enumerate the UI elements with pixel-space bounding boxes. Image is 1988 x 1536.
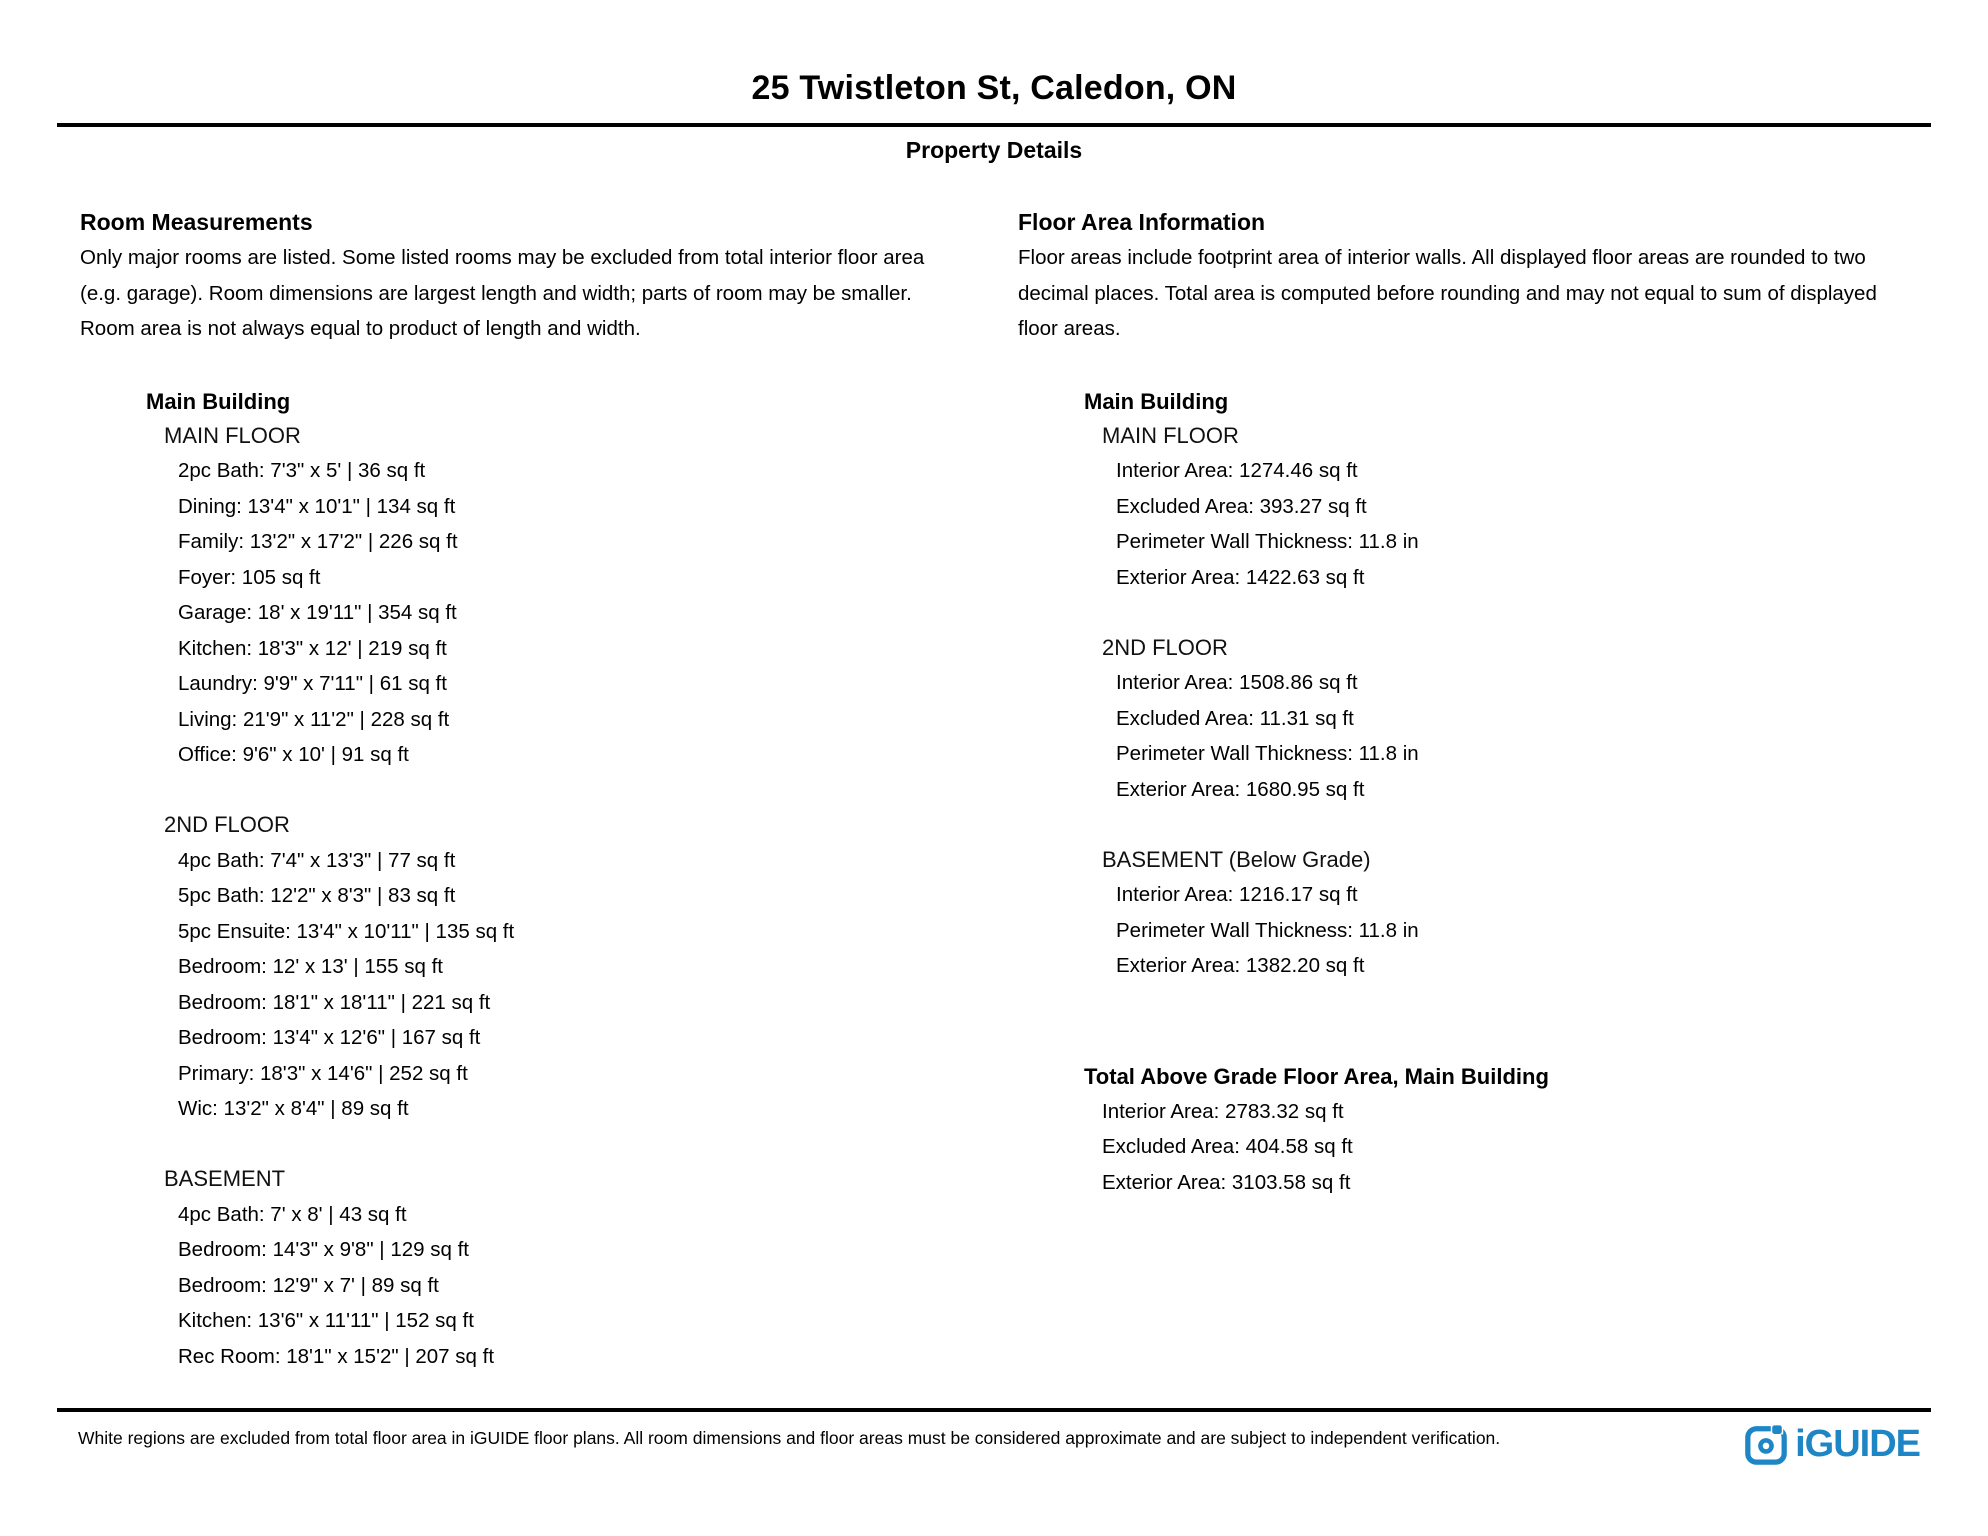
room-measurement: Laundry: 9'9" x 7'11" | 61 sq ft bbox=[178, 672, 447, 695]
room-measurement: Bedroom: 14'3" x 9'8" | 129 sq ft bbox=[178, 1238, 469, 1261]
room-measurements-description: Only major rooms are listed. Some listed… bbox=[80, 240, 1000, 347]
room-measurement: Foyer: 105 sq ft bbox=[178, 565, 321, 589]
iguide-logo: iGUIDE bbox=[1744, 1422, 1921, 1466]
floor-area-stat: Perimeter Wall Thickness: 11.8 in bbox=[1116, 918, 1419, 942]
floor-name: MAIN FLOOR bbox=[164, 422, 301, 448]
room-list: 4pc Bath: 7'4" x 13'3" | 77 sq ft 5pc Bat… bbox=[80, 843, 1000, 1127]
room-measurement: Kitchen: 18'3" x 12' | 219 sq ft bbox=[178, 636, 447, 660]
stat-list: Interior Area: 1216.17 sq ft Perimeter Wa… bbox=[1018, 877, 1948, 984]
room-measurement: Wic: 13'2" x 8'4" | 89 sq ft bbox=[178, 1097, 409, 1120]
room-measurement: Bedroom: 18'1" x 18'11" | 221 sq ft bbox=[178, 990, 491, 1014]
description-line: floor areas. bbox=[1018, 317, 1121, 340]
room-measurement: 5pc Bath: 12'2" x 8'3" | 83 sq ft bbox=[178, 884, 456, 907]
floor-area-stat: Perimeter Wall Thickness: 11.8 in bbox=[1116, 530, 1419, 553]
building-name: Main Building bbox=[1084, 388, 1229, 414]
floor-area-stat: Interior Area: 1508.86 sq ft bbox=[1116, 671, 1358, 694]
room-list: 2pc Bath: 7'3" x 5' | 36 sq ft Dining: 13… bbox=[80, 453, 1000, 773]
room-measurement: Garage: 18' x 19'11" | 354 sq ft bbox=[178, 601, 457, 624]
room-list: 4pc Bath: 7' x 8' | 43 sq ft Bedroom: 14'… bbox=[80, 1197, 1000, 1375]
floor-name: BASEMENT bbox=[164, 1166, 286, 1191]
floor-name: 2ND FLOOR bbox=[1102, 634, 1228, 660]
room-measurement: 4pc Bath: 7'4" x 13'3" | 77 sq ft bbox=[178, 848, 456, 872]
floor-area-stat: Excluded Area: 11.31 sq ft bbox=[1116, 706, 1354, 730]
floor-area-stat: Excluded Area: 404.58 sq ft bbox=[1102, 1135, 1353, 1158]
room-measurement: Rec Room: 18'1" x 15'2" | 207 sq ft bbox=[178, 1344, 495, 1368]
floor-area-stat: Perimeter Wall Thickness: 11.8 in bbox=[1116, 742, 1419, 765]
room-measurements-heading: Room Measurements bbox=[80, 209, 313, 235]
room-measurement: Primary: 18'3" x 14'6" | 252 sq ft bbox=[178, 1061, 468, 1085]
room-measurement: Family: 13'2" x 17'2" | 226 sq ft bbox=[178, 530, 458, 553]
stat-list: Interior Area: 1508.86 sq ft Excluded Are… bbox=[1018, 665, 1948, 807]
floor-area-heading: Floor Area Information bbox=[1018, 209, 1266, 235]
floor-area-stat: Exterior Area: 1382.20 sq ft bbox=[1116, 954, 1365, 977]
floor-name: MAIN FLOOR bbox=[1102, 422, 1239, 448]
page-subtitle: Property Details bbox=[905, 137, 1083, 163]
iguide-logo-text: iGUIDE bbox=[1795, 1423, 1921, 1465]
total-above-grade-block: Total Above Grade Floor Area, Main Build… bbox=[1018, 1060, 1948, 1201]
room-measurement: Bedroom: 13'4" x 12'6" | 167 sq ft bbox=[178, 1026, 481, 1049]
room-measurement: Kitchen: 13'6" x 11'11" | 152 sq ft bbox=[178, 1309, 474, 1332]
floor-area-stat: Interior Area: 2783.32 sq ft bbox=[1102, 1099, 1344, 1123]
room-measurements-section: Room Measurements Only major rooms are l… bbox=[80, 208, 1000, 1374]
description-line: Only major rooms are listed. Some listed… bbox=[80, 246, 925, 269]
floor-area-stat: Interior Area: 1216.17 sq ft bbox=[1116, 883, 1358, 906]
floor-area-description: Floor areas include footprint area of in… bbox=[1018, 240, 1948, 347]
footer-disclaimer: White regions are excluded from total fl… bbox=[78, 1428, 1501, 1448]
room-measurement: Living: 21'9" x 11'2" | 228 sq ft bbox=[178, 707, 450, 731]
floor-area-section: Floor Area Information Floor areas inclu… bbox=[1018, 208, 1948, 1200]
floor-group-main-floor: MAIN FLOOR 2pc Bath: 7'3" x 5' | 36 sq f… bbox=[80, 419, 1000, 773]
floor-group-basement: BASEMENT 4pc Bath: 7' x 8' | 43 sq ft Bed… bbox=[80, 1162, 1000, 1374]
room-measurement: 4pc Bath: 7' x 8' | 43 sq ft bbox=[178, 1202, 407, 1226]
area-group-2nd-floor: 2ND FLOOR Interior Area: 1508.86 sq ft Ex… bbox=[1018, 631, 1948, 808]
description-line: decimal places. Total area is computed b… bbox=[1018, 281, 1877, 305]
floor-area-stat: Exterior Area: 1422.63 sq ft bbox=[1116, 565, 1365, 589]
footer-content: White regions are excluded from total fl… bbox=[78, 1420, 1921, 1466]
floor-name: BASEMENT (Below Grade) bbox=[1102, 846, 1371, 872]
description-line: (e.g. garage). Room dimensions are large… bbox=[80, 281, 912, 305]
page-title: 25 Twistleton St, Caledon, ON bbox=[751, 69, 1237, 107]
building-name: Main Building bbox=[146, 388, 291, 414]
header: 25 Twistleton St, Caledon, ON Property D… bbox=[0, 68, 1988, 164]
header-rule bbox=[57, 123, 1931, 127]
room-measurement: 5pc Ensuite: 13'4" x 10'11" | 135 sq ft bbox=[178, 919, 515, 943]
total-above-grade-heading: Total Above Grade Floor Area, Main Build… bbox=[1084, 1063, 1549, 1089]
floor-area-stat: Exterior Area: 3103.58 sq ft bbox=[1102, 1170, 1351, 1194]
floor-group-2nd-floor: 2ND FLOOR 4pc Bath: 7'4" x 13'3" | 77 sq… bbox=[80, 808, 1000, 1127]
total-stat-list: Interior Area: 2783.32 sq ft Excluded Are… bbox=[1018, 1094, 1948, 1201]
area-group-main-floor: MAIN FLOOR Interior Area: 1274.46 sq ft E… bbox=[1018, 419, 1948, 596]
room-measurement: Bedroom: 12' x 13' | 155 sq ft bbox=[178, 955, 443, 978]
stat-list: Interior Area: 1274.46 sq ft Excluded Are… bbox=[1018, 453, 1948, 595]
description-line: Floor areas include footprint area of in… bbox=[1018, 246, 1866, 269]
footer-rule bbox=[57, 1408, 1931, 1412]
area-group-basement: BASEMENT (Below Grade) Interior Area: 12… bbox=[1018, 843, 1948, 984]
room-measurement: Office: 9'6" x 10' | 91 sq ft bbox=[178, 743, 409, 766]
footer: White regions are excluded from total fl… bbox=[0, 1408, 1988, 1466]
floor-area-stat: Exterior Area: 1680.95 sq ft bbox=[1116, 777, 1365, 801]
camera-icon bbox=[1744, 1422, 1788, 1466]
room-measurement: Bedroom: 12'9" x 7' | 89 sq ft bbox=[178, 1273, 439, 1297]
floor-area-stat: Interior Area: 1274.46 sq ft bbox=[1116, 459, 1358, 482]
room-measurement: Dining: 13'4" x 10'1" | 134 sq ft bbox=[178, 494, 456, 518]
floor-area-stat: Excluded Area: 393.27 sq ft bbox=[1116, 494, 1367, 518]
floor-name: 2ND FLOOR bbox=[164, 812, 290, 837]
description-line: Room area is not always equal to product… bbox=[80, 317, 641, 340]
room-measurement: 2pc Bath: 7'3" x 5' | 36 sq ft bbox=[178, 459, 426, 482]
